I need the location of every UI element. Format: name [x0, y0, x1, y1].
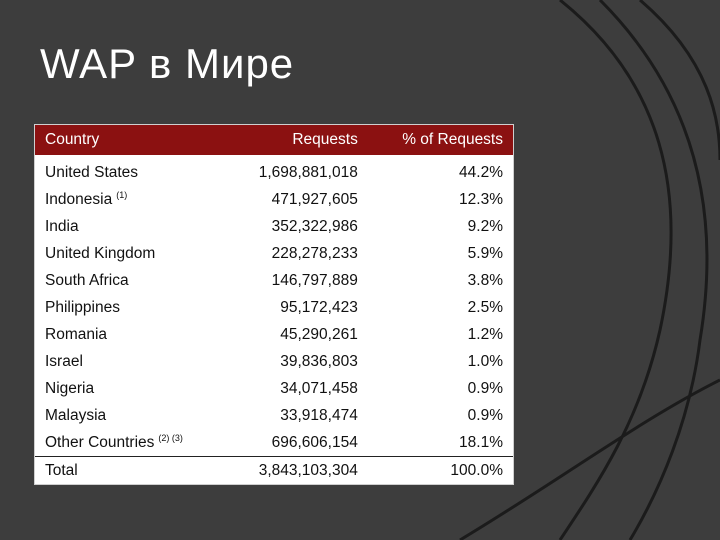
percent-cell: 1.2%: [368, 321, 513, 348]
requests-cell: 45,290,261: [225, 321, 368, 348]
country-cell: Indonesia (1): [35, 186, 225, 213]
requests-cell: 228,278,233: [225, 240, 368, 267]
table-row: Other Countries (2) (3) 696,606,154 18.1%: [35, 429, 513, 457]
percent-cell: 3.8%: [368, 267, 513, 294]
requests-cell-text: 39,836,803: [280, 352, 358, 370]
wap-requests-table: Country Requests % of Requests United St…: [34, 124, 514, 485]
percent-cell: 2.5%: [368, 294, 513, 321]
requests-cell-text: 33,918,474: [280, 406, 358, 424]
table-row: United States 1,698,881,018 44.2%: [35, 155, 513, 186]
total-label: Total: [35, 456, 225, 484]
requests-cell: 95,172,423: [225, 294, 368, 321]
requests-cell-text: 228,278,233: [271, 244, 358, 262]
country-cell: United Kingdom: [35, 240, 225, 267]
country-cell-text: South Africa: [45, 271, 129, 289]
percent-cell: 12.3%: [368, 186, 513, 213]
table-row: Malaysia 33,918,474 0.9%: [35, 402, 513, 429]
percent-cell-text: 1.0%: [467, 352, 503, 370]
total-row: Total 3,843,103,304 100.0%: [35, 456, 513, 484]
country-cell: India: [35, 213, 225, 240]
table-row: United Kingdom 228,278,233 5.9%: [35, 240, 513, 267]
percent-cell-text: 9.2%: [467, 217, 503, 235]
country-cell: Other Countries (2) (3): [35, 429, 225, 457]
country-cell-text: United Kingdom: [45, 244, 156, 262]
header-requests: Requests: [224, 125, 368, 155]
footnote-marker: (1): [116, 190, 128, 200]
requests-cell-text: 34,071,458: [280, 379, 358, 397]
requests-cell: 471,927,605: [225, 186, 368, 213]
percent-cell-text: 0.9%: [467, 406, 503, 424]
country-cell-text: Nigeria: [45, 379, 95, 397]
total-requests: 3,843,103,304: [224, 456, 368, 484]
requests-cell: 352,322,986: [225, 213, 368, 240]
country-cell: Philippines: [35, 294, 225, 321]
percent-cell: 9.2%: [368, 213, 513, 240]
percent-cell: 44.2%: [368, 155, 513, 186]
country-cell: Romania: [35, 321, 225, 348]
requests-cell: 39,836,803: [225, 348, 368, 375]
requests-cell-text: 95,172,423: [280, 298, 358, 316]
requests-cell: 146,797,889: [225, 267, 368, 294]
table-row: Philippines 95,172,423 2.5%: [35, 294, 513, 321]
percent-cell: 0.9%: [368, 375, 513, 402]
requests-cell: 34,071,458: [225, 375, 368, 402]
percent-cell: 0.9%: [368, 402, 513, 429]
requests-cell-text: 696,606,154: [271, 433, 358, 451]
requests-cell-text: 146,797,889: [271, 271, 358, 289]
country-cell-text: Philippines: [45, 298, 120, 316]
percent-cell-text: 0.9%: [467, 379, 503, 397]
percent-cell: 18.1%: [368, 429, 513, 457]
requests-cell: 696,606,154: [225, 429, 368, 457]
table-row: Romania 45,290,261 1.2%: [35, 321, 513, 348]
table-header-row: Country Requests % of Requests: [35, 125, 513, 155]
percent-cell-text: 1.2%: [467, 325, 503, 343]
country-cell: South Africa: [35, 267, 225, 294]
table-row: Nigeria 34,071,458 0.9%: [35, 375, 513, 402]
percent-cell-text: 2.5%: [467, 298, 503, 316]
requests-cell-text: 1,698,881,018: [258, 163, 358, 181]
table-row: South Africa 146,797,889 3.8%: [35, 267, 513, 294]
country-cell-text: Indonesia: [45, 191, 113, 208]
percent-cell-text: 18.1%: [459, 433, 503, 451]
country-cell-text: United States: [45, 163, 139, 181]
table-row: India 352,322,986 9.2%: [35, 213, 513, 240]
percent-cell-text: 3.8%: [467, 271, 503, 289]
table-row: Israel 39,836,803 1.0%: [35, 348, 513, 375]
footnote-marker: (2) (3): [158, 433, 183, 443]
table-body: United States 1,698,881,018 44.2% Indonesia…: [35, 155, 513, 457]
percent-cell-text: 44.2%: [459, 163, 503, 181]
country-cell: Nigeria: [35, 375, 225, 402]
percent-cell-text: 5.9%: [467, 244, 503, 262]
slide-title: WAP в Мире: [40, 40, 295, 87]
country-cell-text: India: [45, 217, 79, 235]
header-percent: % of Requests: [367, 125, 513, 155]
country-cell: United States: [35, 155, 225, 186]
country-cell: Israel: [35, 348, 225, 375]
requests-cell: 1,698,881,018: [225, 155, 368, 186]
requests-cell: 33,918,474: [225, 402, 368, 429]
total-percent: 100.0%: [367, 456, 513, 484]
country-cell: Malaysia: [35, 402, 225, 429]
table-row: Indonesia (1) 471,927,605 12.3%: [35, 186, 513, 213]
percent-cell: 5.9%: [368, 240, 513, 267]
percent-cell: 1.0%: [368, 348, 513, 375]
country-cell-text: Israel: [45, 352, 83, 370]
country-cell-text: Romania: [45, 325, 108, 343]
requests-cell-text: 45,290,261: [280, 325, 358, 343]
country-cell-text: Other Countries: [45, 434, 155, 451]
requests-cell-text: 352,322,986: [271, 217, 358, 235]
requests-cell-text: 471,927,605: [271, 190, 358, 208]
header-country: Country: [35, 125, 225, 155]
country-cell-text: Malaysia: [45, 406, 107, 424]
percent-cell-text: 12.3%: [459, 190, 503, 208]
